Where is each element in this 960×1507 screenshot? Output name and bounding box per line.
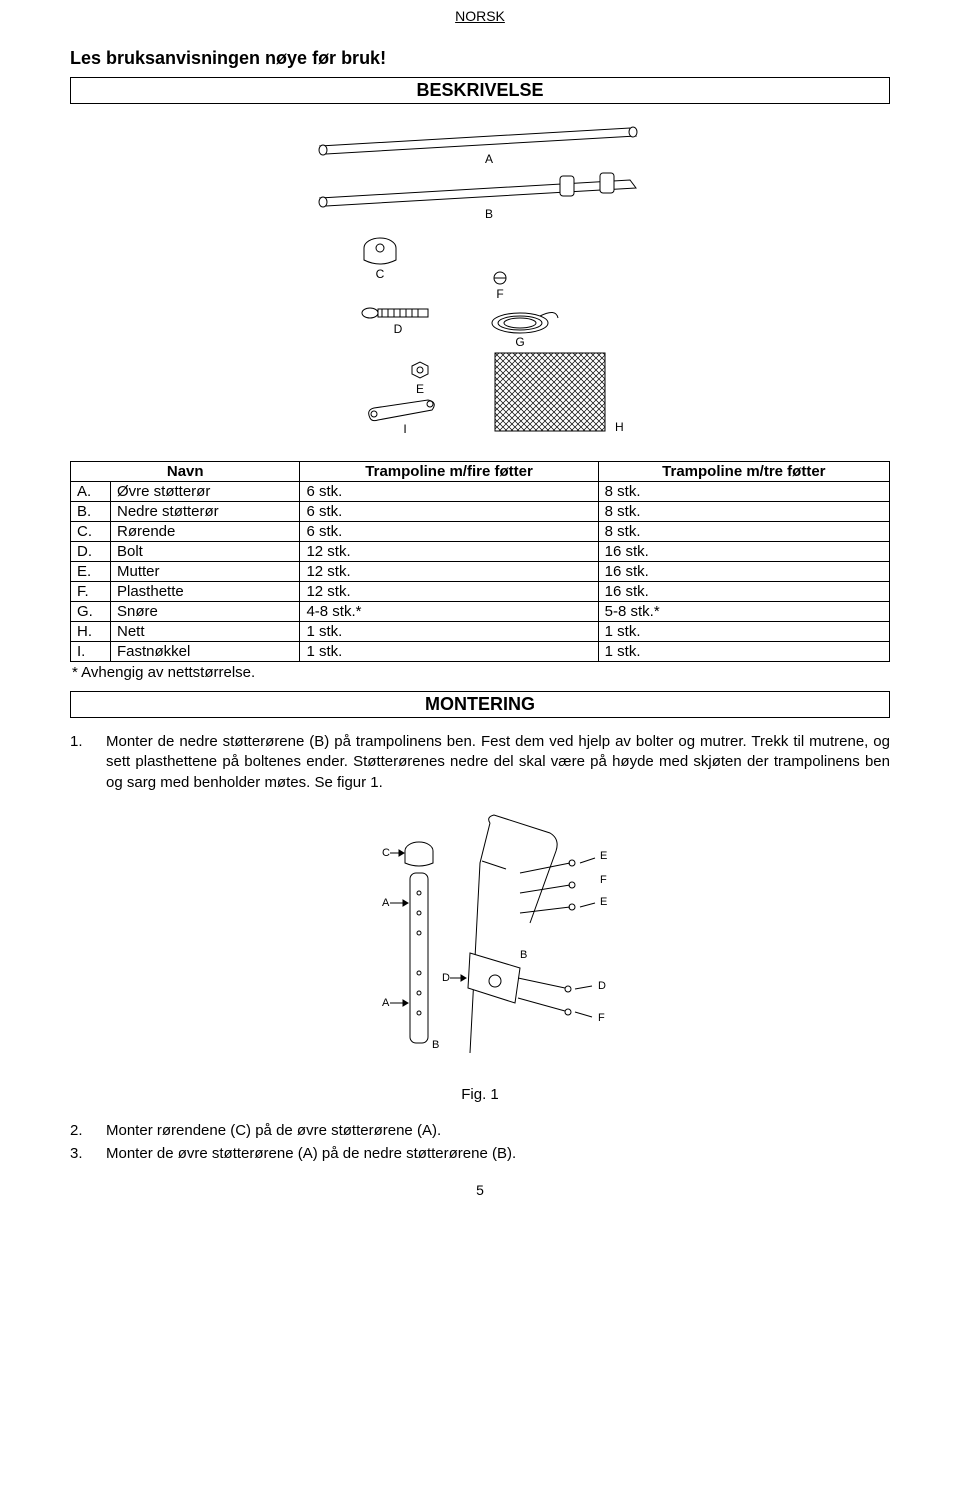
part-qty-4: 12 stk. [300,542,598,562]
part-letter: A. [71,482,111,502]
step-1: 1. Monter de nedre støtterørene (B) på t… [70,732,890,793]
table-row: E.Mutter12 stk.16 stk. [71,562,890,582]
step-text: Monter de øvre støtterørene (A) på de ne… [106,1144,890,1164]
callout-F: F [600,874,607,886]
part-qty-3: 5-8 stk.* [598,602,889,622]
figure-1-diagram: C A A D E F E D B F B [70,803,890,1068]
col-fire: Trampoline m/fire føtter [300,462,598,482]
callout-E2: E [600,896,607,908]
part-qty-3: 1 stk. [598,622,889,642]
callout-B: B [520,949,527,961]
part-qty-3: 8 stk. [598,522,889,542]
part-letter: G. [71,602,111,622]
parts-table: Navn Trampoline m/fire føtter Trampoline… [70,461,890,662]
part-qty-3: 8 stk. [598,502,889,522]
warning-text: Les bruksanvisningen nøye før bruk! [70,48,890,69]
step-3: 3. Monter de øvre støtterørene (A) på de… [70,1144,890,1164]
col-navn: Navn [71,462,300,482]
label-G: G [515,335,524,349]
part-qty-4: 1 stk. [300,622,598,642]
part-qty-4: 12 stk. [300,562,598,582]
part-name: Mutter [111,562,300,582]
label-B: B [485,207,493,221]
callout-E: E [600,850,607,862]
assembly-steps-2: 2. Monter rørendene (C) på de øvre støtt… [70,1121,890,1165]
section-beskrivelse: BESKRIVELSE [70,77,890,104]
step-text: Monter de nedre støtterørene (B) på tram… [106,732,890,793]
callout-C: C [382,847,390,859]
part-name: Nedre støtterør [111,502,300,522]
step-num: 3. [70,1144,106,1164]
callout-B2: B [432,1039,439,1051]
part-letter: I. [71,642,111,662]
part-qty-3: 16 stk. [598,582,889,602]
callout-D: D [442,972,450,984]
part-name: Øvre støtterør [111,482,300,502]
part-name: Plasthette [111,582,300,602]
part-qty-3: 8 stk. [598,482,889,502]
part-qty-3: 16 stk. [598,542,889,562]
part-name: Rørende [111,522,300,542]
callout-A2: A [382,997,390,1009]
col-tre: Trampoline m/tre føtter [598,462,889,482]
part-letter: H. [71,622,111,642]
label-I: I [403,422,406,436]
figure-caption: Fig. 1 [70,1086,890,1103]
part-qty-4: 6 stk. [300,522,598,542]
part-qty-3: 16 stk. [598,562,889,582]
part-qty-4: 6 stk. [300,482,598,502]
part-letter: F. [71,582,111,602]
table-row: H.Nett1 stk.1 stk. [71,622,890,642]
table-row: I.Fastnøkkel1 stk.1 stk. [71,642,890,662]
part-letter: D. [71,542,111,562]
section-montering: MONTERING [70,691,890,718]
part-letter: C. [71,522,111,542]
label-H: H [615,420,624,434]
page-number: 5 [70,1182,890,1198]
parts-diagram: A B C D F [70,118,890,443]
table-row: C.Rørende6 stk.8 stk. [71,522,890,542]
assembly-steps: 1. Monter de nedre støtterørene (B) på t… [70,732,890,793]
callout-F2: F [598,1012,605,1024]
label-E: E [416,382,424,396]
part-qty-4: 12 stk. [300,582,598,602]
callout-A: A [382,897,390,909]
part-qty-4: 1 stk. [300,642,598,662]
table-row: A.Øvre støtterør6 stk.8 stk. [71,482,890,502]
label-F: F [496,287,503,301]
step-2: 2. Monter rørendene (C) på de øvre støtt… [70,1121,890,1141]
table-row: B.Nedre støtterør6 stk.8 stk. [71,502,890,522]
part-qty-4: 4-8 stk.* [300,602,598,622]
table-footnote: * Avhengig av nettstørrelse. [72,664,890,681]
step-num: 2. [70,1121,106,1141]
part-letter: E. [71,562,111,582]
part-name: Bolt [111,542,300,562]
step-num: 1. [70,732,106,793]
part-letter: B. [71,502,111,522]
callout-D2: D [598,980,606,992]
language-header: NORSK [70,8,890,24]
label-C: C [376,267,385,281]
part-name: Fastnøkkel [111,642,300,662]
table-row: D.Bolt12 stk.16 stk. [71,542,890,562]
part-name: Snøre [111,602,300,622]
label-D: D [394,322,403,336]
part-name: Nett [111,622,300,642]
table-row: F.Plasthette12 stk.16 stk. [71,582,890,602]
part-qty-3: 1 stk. [598,642,889,662]
table-row: G.Snøre4-8 stk.*5-8 stk.* [71,602,890,622]
step-text: Monter rørendene (C) på de øvre støtterø… [106,1121,890,1141]
part-qty-4: 6 stk. [300,502,598,522]
label-A: A [485,152,493,166]
